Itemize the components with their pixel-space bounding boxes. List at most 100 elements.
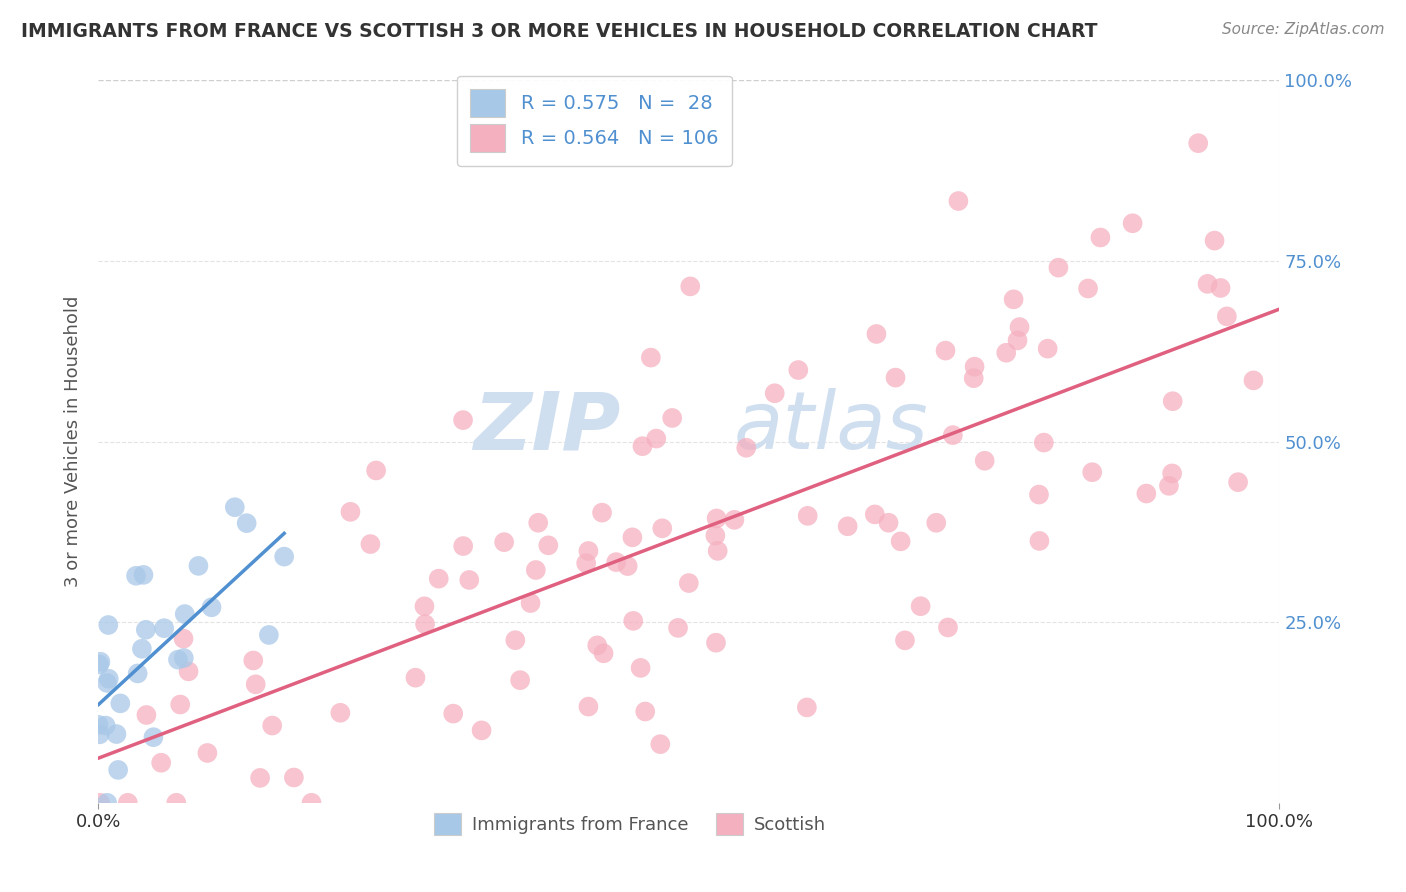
Point — [458, 573, 481, 587]
Point — [96, 796, 118, 810]
Text: ZIP: ZIP — [474, 388, 621, 467]
Point — [1007, 334, 1029, 348]
Point — [948, 194, 970, 208]
Point — [471, 723, 494, 738]
Point — [527, 516, 550, 530]
Point — [575, 556, 598, 570]
Point — [1090, 230, 1112, 244]
Point — [404, 671, 426, 685]
Point — [173, 651, 195, 665]
Legend: Immigrants from France, Scottish: Immigrants from France, Scottish — [425, 805, 835, 845]
Point — [1028, 487, 1050, 501]
Point — [132, 567, 155, 582]
Point — [651, 521, 673, 535]
Point — [89, 657, 111, 672]
Point — [796, 508, 818, 523]
Point — [936, 620, 959, 634]
Point — [723, 513, 745, 527]
Point — [1032, 435, 1054, 450]
Point — [877, 516, 900, 530]
Point — [97, 618, 120, 632]
Point — [107, 763, 129, 777]
Point — [131, 641, 153, 656]
Point — [89, 655, 111, 669]
Point — [1161, 394, 1184, 409]
Point — [942, 428, 965, 442]
Y-axis label: 3 or more Vehicles in Household: 3 or more Vehicles in Household — [63, 296, 82, 587]
Point — [621, 614, 644, 628]
Point — [884, 370, 907, 384]
Point — [678, 576, 700, 591]
Point — [519, 596, 541, 610]
Point — [150, 756, 173, 770]
Point — [301, 796, 323, 810]
Point — [630, 661, 652, 675]
Point — [910, 599, 932, 614]
Point — [706, 544, 728, 558]
Point — [634, 705, 657, 719]
Point — [441, 706, 464, 721]
Point — [1081, 465, 1104, 479]
Point — [666, 621, 689, 635]
Point — [1008, 320, 1031, 334]
Point — [645, 432, 668, 446]
Point — [890, 534, 912, 549]
Point — [135, 708, 157, 723]
Point — [894, 633, 917, 648]
Point — [679, 279, 702, 293]
Point — [1204, 234, 1226, 248]
Point — [704, 636, 727, 650]
Point — [153, 621, 176, 635]
Point — [706, 511, 728, 525]
Point — [631, 439, 654, 453]
Point — [242, 653, 264, 667]
Point — [787, 363, 810, 377]
Point — [537, 538, 560, 552]
Point — [1036, 342, 1059, 356]
Point — [578, 699, 600, 714]
Point — [735, 441, 758, 455]
Text: IMMIGRANTS FROM FRANCE VS SCOTTISH 3 OR MORE VEHICLES IN HOUSEHOLD CORRELATION C: IMMIGRANTS FROM FRANCE VS SCOTTISH 3 OR … — [21, 22, 1098, 41]
Point — [1227, 475, 1250, 490]
Point — [1161, 467, 1184, 481]
Point — [1002, 293, 1025, 307]
Point — [605, 555, 627, 569]
Point — [863, 508, 886, 522]
Point — [125, 568, 148, 582]
Point — [704, 528, 727, 542]
Point — [427, 572, 450, 586]
Point — [197, 746, 219, 760]
Point — [339, 505, 361, 519]
Point — [329, 706, 352, 720]
Point — [245, 677, 267, 691]
Point — [366, 463, 388, 477]
Point — [796, 700, 818, 714]
Point — [105, 727, 128, 741]
Point — [494, 535, 516, 549]
Point — [249, 771, 271, 785]
Point — [995, 345, 1018, 359]
Point — [586, 639, 609, 653]
Point — [89, 796, 111, 810]
Point — [117, 796, 139, 810]
Point — [1028, 533, 1050, 548]
Point — [224, 500, 246, 515]
Point — [142, 730, 165, 744]
Point — [273, 549, 295, 564]
Point — [1187, 136, 1209, 151]
Point — [925, 516, 948, 530]
Point — [87, 718, 110, 732]
Point — [524, 563, 547, 577]
Point — [262, 718, 284, 732]
Point — [1209, 281, 1232, 295]
Point — [1122, 216, 1144, 230]
Point — [1197, 277, 1219, 291]
Point — [451, 413, 474, 427]
Text: Source: ZipAtlas.com: Source: ZipAtlas.com — [1222, 22, 1385, 37]
Point — [1047, 260, 1070, 275]
Point — [1077, 281, 1099, 295]
Text: atlas: atlas — [734, 388, 928, 467]
Point — [97, 672, 120, 686]
Point — [94, 718, 117, 732]
Point — [451, 539, 474, 553]
